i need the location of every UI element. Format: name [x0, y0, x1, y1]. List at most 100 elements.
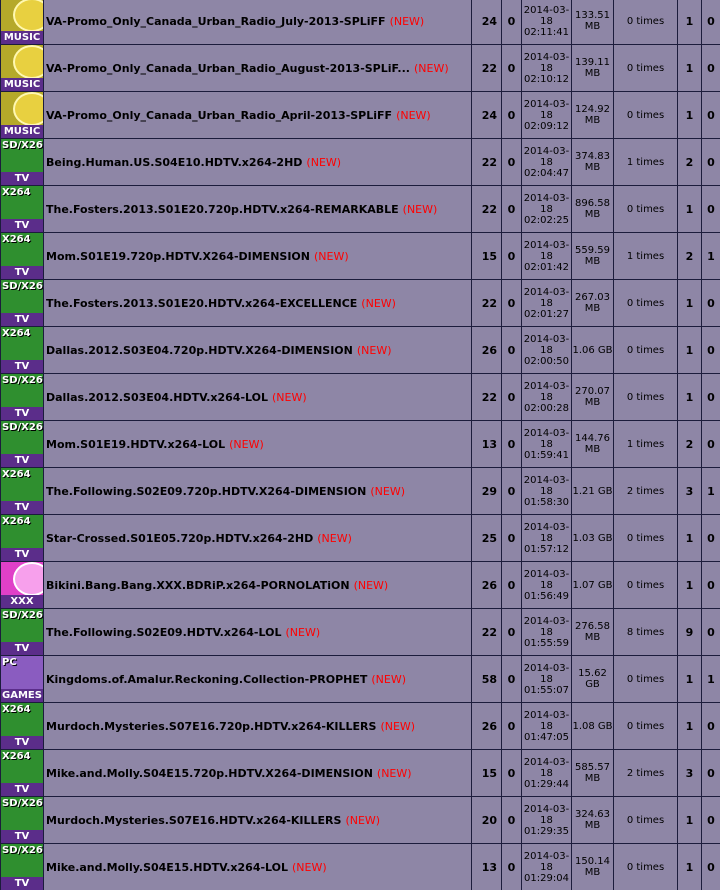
leechers[interactable]: 0 — [701, 373, 720, 421]
seeders[interactable]: 1 — [677, 796, 702, 844]
torrent-name[interactable]: Mom.S01E19.HDTV.x264-LOL — [46, 437, 226, 451]
seeders[interactable]: 1 — [677, 44, 702, 92]
torrent-name[interactable]: The.Fosters.2013.S01E20.HDTV.x264-EXCELL… — [46, 296, 358, 310]
seeders[interactable]: 2 — [677, 138, 702, 186]
leechers[interactable]: 0 — [701, 44, 720, 92]
torrent-name[interactable]: The.Following.S02E09.720p.HDTV.X264-DIME… — [46, 484, 367, 498]
seeders[interactable]: 2 — [677, 420, 702, 468]
torrent-name[interactable]: Being.Human.US.S04E10.HDTV.x264-2HD — [46, 155, 303, 169]
category-icon[interactable]: SD/X264 TV — [1, 374, 43, 420]
comments[interactable]: 0 — [501, 279, 522, 327]
category-icon[interactable]: PC GAMES — [1, 656, 43, 702]
leechers[interactable]: 0 — [701, 796, 720, 844]
comments[interactable]: 0 — [501, 44, 522, 92]
leechers[interactable]: 0 — [701, 326, 720, 374]
seeders[interactable]: 1 — [677, 0, 702, 45]
category-icon[interactable]: X264 TV — [1, 468, 43, 514]
category-icon[interactable]: MUSIC — [1, 92, 43, 138]
torrent-name[interactable]: Mike.and.Molly.S04E15.720p.HDTV.X264-DIM… — [46, 766, 373, 780]
seeders[interactable]: 1 — [677, 843, 702, 890]
category-icon[interactable]: XXX — [1, 562, 43, 608]
torrent-name[interactable]: The.Following.S02E09.HDTV.x264-LOL — [46, 625, 282, 639]
seeders[interactable]: 1 — [677, 655, 702, 703]
torrent-name[interactable]: VA-Promo_Only_Canada_Urban_Radio_July-20… — [46, 14, 386, 28]
seeders[interactable]: 1 — [677, 561, 702, 609]
seeders[interactable]: 2 — [677, 232, 702, 280]
leechers[interactable]: 1 — [701, 232, 720, 280]
leechers[interactable]: 0 — [701, 514, 720, 562]
comments[interactable]: 0 — [501, 561, 522, 609]
leechers[interactable]: 0 — [701, 185, 720, 233]
torrent-name[interactable]: VA-Promo_Only_Canada_Urban_Radio_April-2… — [46, 108, 393, 122]
leechers[interactable]: 0 — [701, 843, 720, 890]
torrent-name[interactable]: Mike.and.Molly.S04E15.HDTV.x264-LOL — [46, 860, 289, 874]
comments[interactable]: 0 — [501, 373, 522, 421]
category-icon[interactable]: SD/X264 TV — [1, 139, 43, 185]
seeders[interactable]: 1 — [677, 185, 702, 233]
comments[interactable]: 0 — [501, 514, 522, 562]
leechers[interactable]: 0 — [701, 91, 720, 139]
seeders[interactable]: 9 — [677, 608, 702, 656]
category-icon[interactable]: SD/X264 TV — [1, 421, 43, 467]
seeders[interactable]: 1 — [677, 373, 702, 421]
leechers[interactable]: 0 — [701, 420, 720, 468]
category-icon[interactable]: X264 TV — [1, 327, 43, 373]
torrent-name[interactable]: Dallas.2012.S03E04.720p.HDTV.X264-DIMENS… — [46, 343, 353, 357]
seeders[interactable]: 1 — [677, 702, 702, 750]
comments[interactable]: 0 — [501, 185, 522, 233]
comments[interactable]: 0 — [501, 702, 522, 750]
leechers[interactable]: 1 — [701, 655, 720, 703]
seeders[interactable]: 1 — [677, 279, 702, 327]
leechers[interactable]: 0 — [701, 0, 720, 45]
torrent-name[interactable]: Bikini.Bang.Bang.XXX.BDRiP.x264-PORNOLAT… — [46, 578, 350, 592]
category-icon[interactable]: SD/X264 TV — [1, 609, 43, 655]
torrent-name[interactable]: Kingdoms.of.Amalur.Reckoning.Collection-… — [46, 672, 368, 686]
category-icon[interactable]: X264 TV — [1, 186, 43, 232]
new-tag: (NEW) — [402, 202, 438, 216]
comments[interactable]: 0 — [501, 749, 522, 797]
comments[interactable]: 0 — [501, 138, 522, 186]
seeders[interactable]: 1 — [677, 91, 702, 139]
torrent-name[interactable]: Murdoch.Mysteries.S07E16.HDTV.x264-KILLE… — [46, 813, 342, 827]
comments[interactable]: 0 — [501, 655, 522, 703]
torrent-name[interactable]: Dallas.2012.S03E04.HDTV.x264-LOL — [46, 390, 268, 404]
category-icon[interactable]: SD/X264 TV — [1, 280, 43, 326]
category-icon[interactable]: X264 TV — [1, 750, 43, 796]
icon-top-text: X264 — [2, 234, 31, 245]
comments[interactable]: 0 — [501, 91, 522, 139]
size: 144.76 MB — [571, 420, 614, 468]
seeders[interactable]: 1 — [677, 326, 702, 374]
torrent-name[interactable]: Star-Crossed.S01E05.720p.HDTV.x264-2HD — [46, 531, 314, 545]
category-cell: SD/X264 TV — [0, 843, 44, 890]
comments[interactable]: 0 — [501, 0, 522, 45]
leechers[interactable]: 0 — [701, 608, 720, 656]
leechers[interactable]: 0 — [701, 749, 720, 797]
category-icon[interactable]: X264 TV — [1, 515, 43, 561]
category-icon[interactable]: SD/X264 TV — [1, 844, 43, 890]
comments[interactable]: 0 — [501, 326, 522, 374]
leechers[interactable]: 0 — [701, 702, 720, 750]
leechers[interactable]: 0 — [701, 279, 720, 327]
category-icon[interactable]: X264 TV — [1, 703, 43, 749]
leechers[interactable]: 0 — [701, 138, 720, 186]
category-icon[interactable]: MUSIC — [1, 0, 43, 44]
leechers[interactable]: 1 — [701, 467, 720, 515]
torrent-name[interactable]: The.Fosters.2013.S01E20.720p.HDTV.x264-R… — [46, 202, 399, 216]
leechers[interactable]: 0 — [701, 561, 720, 609]
torrent-name[interactable]: Mom.S01E19.720p.HDTV.X264-DIMENSION — [46, 249, 310, 263]
comments[interactable]: 0 — [501, 843, 522, 890]
torrent-name[interactable]: Murdoch.Mysteries.S07E16.720p.HDTV.x264-… — [46, 719, 377, 733]
comments[interactable]: 0 — [501, 467, 522, 515]
seeders[interactable]: 3 — [677, 749, 702, 797]
comments[interactable]: 0 — [501, 796, 522, 844]
comments[interactable]: 0 — [501, 232, 522, 280]
name-cell: Star-Crossed.S01E05.720p.HDTV.x264-2HD (N… — [43, 514, 472, 562]
category-icon[interactable]: MUSIC — [1, 45, 43, 91]
seeders[interactable]: 1 — [677, 514, 702, 562]
comments[interactable]: 0 — [501, 420, 522, 468]
category-icon[interactable]: SD/X264 TV — [1, 797, 43, 843]
comments[interactable]: 0 — [501, 608, 522, 656]
torrent-name[interactable]: VA-Promo_Only_Canada_Urban_Radio_August-… — [46, 61, 410, 75]
category-icon[interactable]: X264 TV — [1, 233, 43, 279]
seeders[interactable]: 3 — [677, 467, 702, 515]
